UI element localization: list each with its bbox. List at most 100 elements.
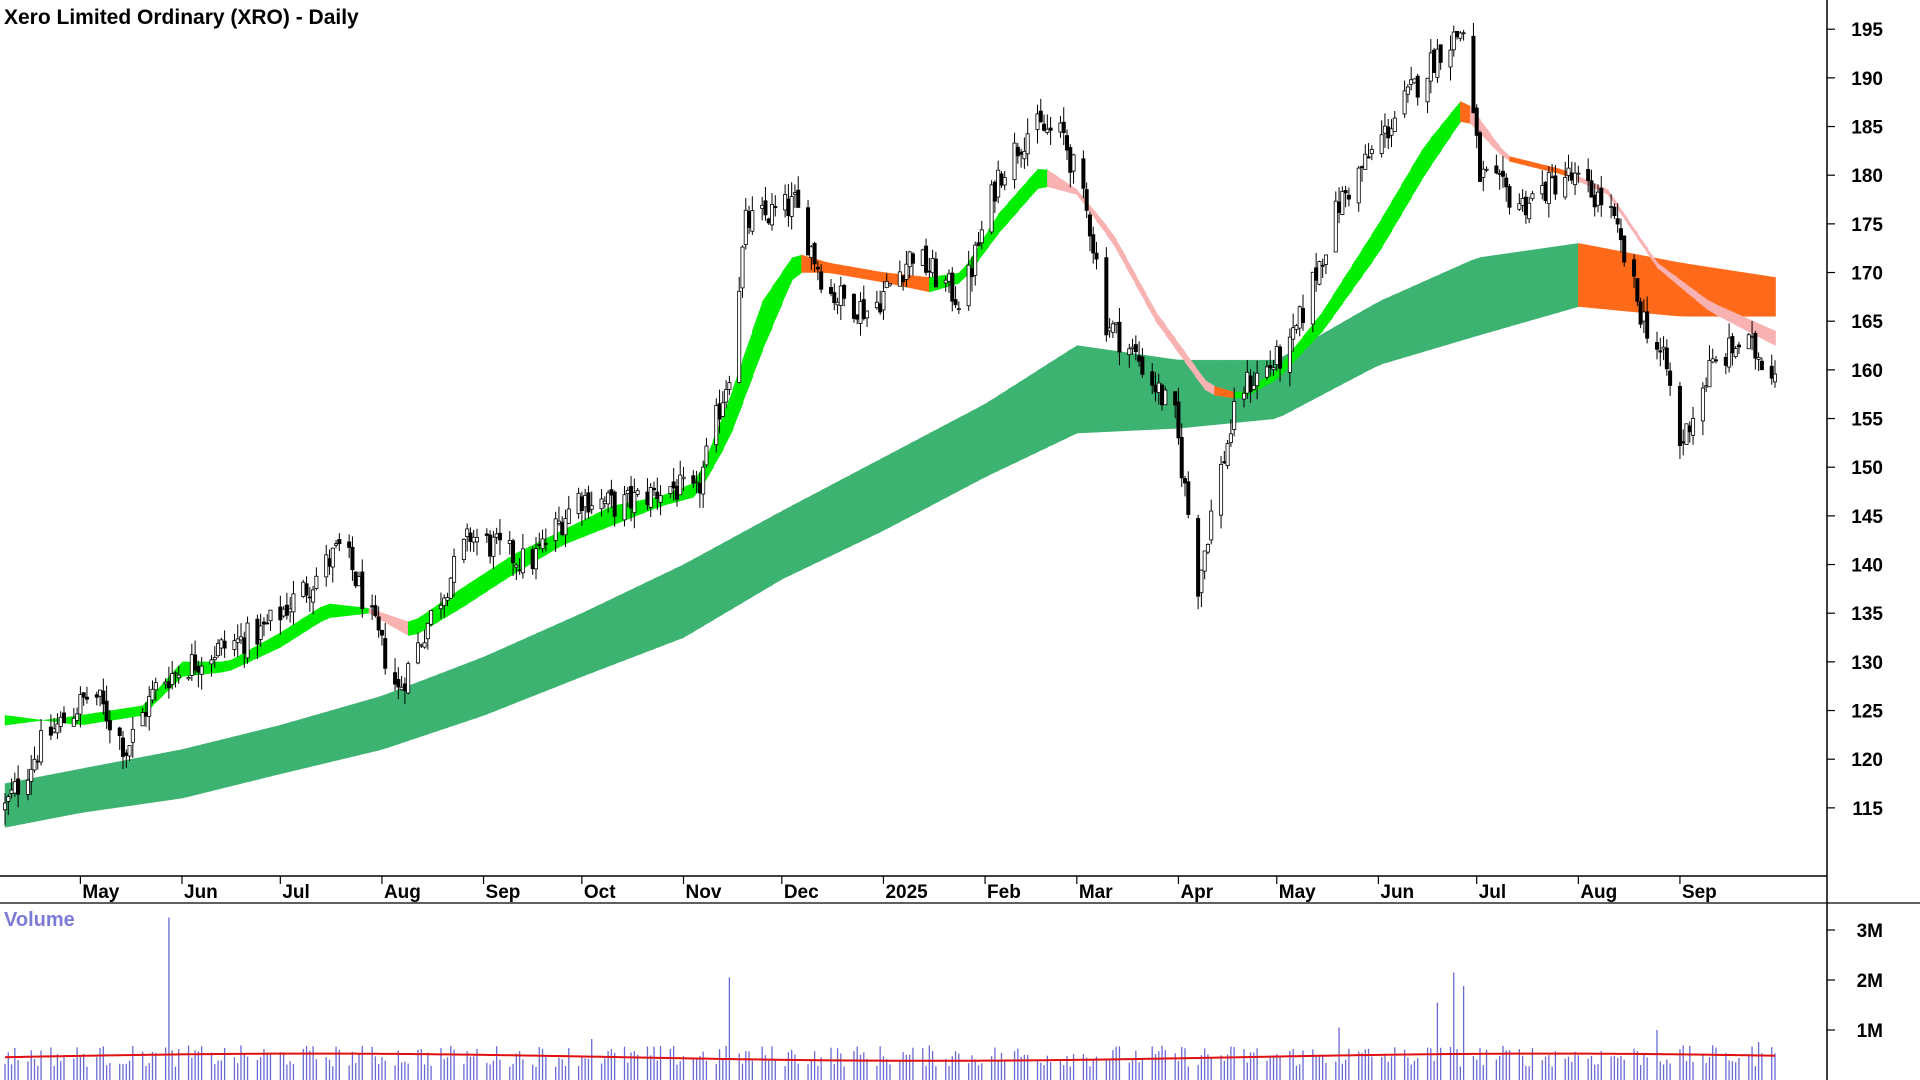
long-term-ribbon-segment (476, 655, 488, 718)
candle-body (1566, 167, 1571, 176)
short-term-ribbon-segment (742, 330, 754, 404)
candle-body (586, 492, 591, 513)
candle-body (1576, 172, 1581, 175)
long-term-ribbon-segment (1558, 244, 1570, 313)
candle-body (1205, 544, 1210, 553)
short-term-ribbon-segment (1322, 295, 1334, 332)
candle-body (1061, 121, 1066, 133)
long-term-ribbon-segment (840, 474, 852, 552)
candle-body (904, 263, 909, 280)
long-term-ribbon-segment (1076, 345, 1088, 434)
candle-body (9, 789, 14, 794)
candle-body (422, 642, 427, 648)
candle-body (1114, 322, 1119, 325)
short-term-ribbon-segment (407, 618, 419, 636)
candle-body (1301, 308, 1306, 323)
short-term-ribbon-segment (496, 558, 508, 586)
candle-body (1386, 126, 1391, 139)
candle-body (1156, 382, 1161, 393)
candle-body (792, 192, 797, 195)
long-term-ribbon-segment (978, 401, 990, 481)
candle-body (930, 258, 935, 274)
candle-body (747, 210, 752, 228)
volume-panel-title: Volume (4, 909, 75, 931)
candle-body (851, 293, 856, 319)
candle-body (488, 534, 493, 557)
long-term-ribbon-segment (221, 737, 232, 789)
candle-body (1278, 346, 1283, 369)
long-term-ribbon-segment (1538, 247, 1550, 319)
chart-title: Xero Limited Ordinary (XRO) - Daily (4, 6, 359, 29)
candle-body (989, 184, 994, 233)
candle-body (1002, 177, 1007, 186)
candle-body (1415, 75, 1420, 98)
candle-body (1586, 169, 1591, 182)
candle-body (1733, 348, 1738, 358)
candle-body (117, 727, 122, 736)
long-term-ribbon-segment (565, 615, 577, 684)
long-term-ribbon-segment (693, 553, 704, 633)
long-term-ribbon-segment (525, 633, 537, 699)
candle-body (1356, 167, 1361, 204)
price-tick-label: 195 (1851, 20, 1883, 41)
long-term-ribbon-segment (604, 597, 616, 668)
time-tick-label: Oct (584, 882, 616, 903)
price-tick-label: 165 (1851, 312, 1883, 333)
candle-body (888, 283, 893, 286)
candle-body (1366, 156, 1371, 159)
long-term-ribbon-segment (103, 762, 114, 810)
short-term-ribbon-segment (1519, 158, 1530, 167)
price-tick-label: 175 (1851, 215, 1883, 236)
short-term-ribbon-segment (1420, 137, 1432, 182)
candle-body (1320, 264, 1325, 267)
short-term-ribbon-segment (1342, 264, 1353, 305)
candle-body (691, 475, 696, 484)
candle-body (324, 554, 329, 578)
candle-body (789, 196, 794, 217)
candle-body (442, 597, 447, 606)
long-term-ribbon-segment (634, 583, 645, 657)
time-tick-label: 2025 (885, 882, 928, 903)
long-term-ribbon-segment (909, 438, 921, 517)
long-term-ribbon-segment (614, 592, 626, 665)
long-term-ribbon-segment (1312, 333, 1324, 400)
short-term-ribbon-segment (830, 263, 842, 276)
long-term-ribbon-segment (555, 620, 567, 688)
long-term-ribbon-segment (329, 707, 341, 763)
candle-body (897, 271, 902, 287)
short-term-ribbon-segment (1538, 163, 1550, 172)
candle-body (1714, 359, 1719, 362)
price-axis-ticks: 115 120 125 130 135 140 145 150 155 160 165 170 175 1… (1827, 20, 1883, 820)
price-tick-label: 170 (1851, 264, 1883, 285)
candle-body (1360, 166, 1365, 169)
candle-body (1478, 132, 1483, 182)
candle-body (1163, 389, 1168, 406)
candle-body (612, 491, 617, 517)
candle-body (1042, 123, 1047, 131)
candle-body (835, 301, 840, 306)
candle-body (1691, 418, 1696, 436)
long-term-ribbon-segment (457, 662, 468, 725)
candle-body (1271, 367, 1276, 371)
candle-body (393, 672, 398, 685)
candle-body (35, 760, 40, 763)
candle-body (1219, 463, 1224, 516)
candle-body (1209, 510, 1214, 541)
candle-body (1333, 200, 1338, 253)
candle-body (1730, 336, 1735, 354)
candle-body (379, 629, 384, 636)
candle-body (75, 713, 80, 721)
candle-body (1242, 392, 1247, 400)
candle-body (763, 200, 768, 216)
candle-body (1065, 135, 1070, 151)
candle-body (996, 169, 1001, 198)
long-term-ribbon-segment (171, 749, 183, 800)
candle-body (589, 505, 594, 510)
candle-body (517, 569, 522, 572)
short-term-ribbon-segment (997, 202, 1009, 235)
price-tick-label: 145 (1851, 507, 1883, 528)
long-term-ribbon-segment (752, 521, 763, 597)
candle-body (1094, 252, 1099, 260)
candle-body (170, 673, 175, 685)
candle-body (950, 272, 955, 302)
